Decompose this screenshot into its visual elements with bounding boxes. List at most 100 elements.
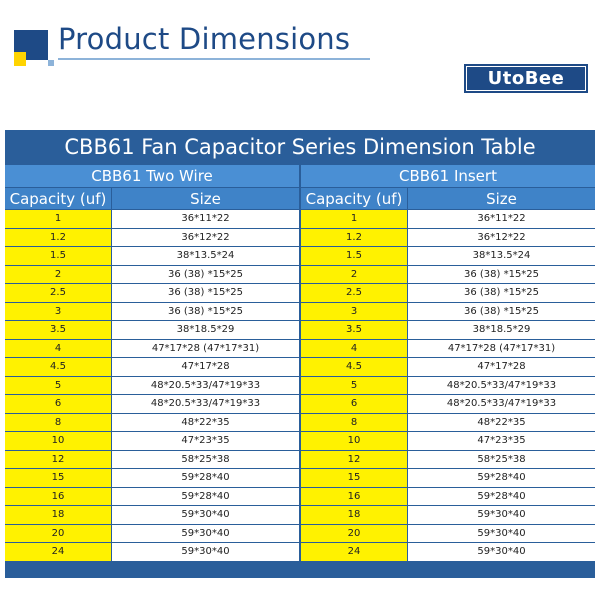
table-row: 6 48*20.5*33/47*19*33 — [301, 395, 595, 414]
table-row: 1 36*11*22 — [5, 210, 299, 229]
capacity-cell: 2 — [5, 265, 111, 283]
table-row: 2 36 (38) *15*25 — [301, 265, 595, 284]
capacity-cell: 6 — [5, 395, 111, 413]
column-headers: Capacity (uf) Size — [301, 188, 595, 210]
size-cell: 59*30*40 — [112, 524, 299, 542]
size-cell: 38*18.5*29 — [112, 321, 299, 339]
table-row: 2.5 36 (38) *15*25 — [5, 284, 299, 303]
square-logo-icon — [14, 30, 54, 66]
table-row: 20 59*30*40 — [5, 524, 299, 543]
table-row: 5 48*20.5*33/47*19*33 — [5, 376, 299, 395]
table-row: 1 36*11*22 — [301, 210, 595, 229]
size-cell: 36 (38) *15*25 — [408, 284, 595, 302]
column-header-size: Size — [112, 188, 299, 209]
capacity-cell: 20 — [5, 524, 111, 542]
size-cell: 38*13.5*24 — [408, 247, 595, 265]
brand-logo: UtoBee — [464, 64, 588, 93]
capacity-cell: 4 — [5, 339, 111, 357]
size-cell: 48*22*35 — [408, 413, 595, 431]
capacity-cell: 4 — [301, 339, 407, 357]
group-header: CBB61 Two Wire — [5, 165, 299, 188]
size-cell: 36 (38) *15*25 — [112, 284, 299, 302]
table-row: 1.5 38*13.5*24 — [5, 247, 299, 266]
table-row: 4 47*17*28 (47*17*31) — [5, 339, 299, 358]
size-cell: 38*13.5*24 — [112, 247, 299, 265]
table-row: 12 58*25*38 — [301, 450, 595, 469]
capacity-cell: 24 — [301, 543, 407, 561]
table-row: 3.5 38*18.5*29 — [301, 321, 595, 340]
title-divider — [58, 58, 370, 60]
size-cell: 36 (38) *15*25 — [408, 265, 595, 283]
capacity-cell: 5 — [5, 376, 111, 394]
size-cell: 36 (38) *15*25 — [112, 302, 299, 320]
group-two-wire: CBB61 Two Wire Capacity (uf) Size 1 36*11… — [5, 165, 299, 578]
size-cell: 36 (38) *15*25 — [112, 265, 299, 283]
table-row: 4 47*17*28 (47*17*31) — [301, 339, 595, 358]
group-insert: CBB61 Insert Capacity (uf) Size 1 36*11*2… — [301, 165, 595, 578]
capacity-cell: 24 — [5, 543, 111, 561]
table-row: 15 59*28*40 — [301, 469, 595, 488]
size-cell: 59*28*40 — [408, 487, 595, 505]
size-cell: 36*12*22 — [112, 228, 299, 246]
table-row: 1.2 36*12*22 — [5, 228, 299, 247]
capacity-cell: 16 — [5, 487, 111, 505]
size-cell: 47*17*28 (47*17*31) — [112, 339, 299, 357]
table-row: 16 59*28*40 — [301, 487, 595, 506]
table-row: 3.5 38*18.5*29 — [5, 321, 299, 340]
table-row: 2.5 36 (38) *15*25 — [301, 284, 595, 303]
size-cell: 47*17*28 — [408, 358, 595, 376]
table-row: 10 47*23*35 — [5, 432, 299, 451]
table-row: 15 59*28*40 — [5, 469, 299, 488]
capacity-cell: 1.2 — [301, 228, 407, 246]
capacity-cell: 20 — [301, 524, 407, 542]
size-cell: 48*20.5*33/47*19*33 — [112, 395, 299, 413]
capacity-cell: 10 — [301, 432, 407, 450]
size-cell: 59*30*40 — [408, 506, 595, 524]
size-cell: 59*30*40 — [408, 524, 595, 542]
table-body: 1 36*11*22 1.2 36*12*22 1.5 38*13.5*24 2 36 (38… — [301, 210, 595, 562]
table-row: 1.5 38*13.5*24 — [301, 247, 595, 266]
size-cell: 58*25*38 — [408, 450, 595, 468]
size-cell: 36*12*22 — [408, 228, 595, 246]
capacity-cell: 12 — [301, 450, 407, 468]
size-cell: 36*11*22 — [408, 210, 595, 228]
size-cell: 47*17*28 — [112, 358, 299, 376]
size-cell: 48*20.5*33/47*19*33 — [408, 395, 595, 413]
size-cell: 36*11*22 — [112, 210, 299, 228]
capacity-cell: 1 — [301, 210, 407, 228]
size-cell: 59*28*40 — [408, 469, 595, 487]
table-row: 5 48*20.5*33/47*19*33 — [301, 376, 595, 395]
capacity-cell: 16 — [301, 487, 407, 505]
column-header-size: Size — [408, 188, 595, 209]
capacity-cell: 4.5 — [301, 358, 407, 376]
table-row: 24 59*30*40 — [5, 543, 299, 562]
table-row: 4.5 47*17*28 — [301, 358, 595, 377]
capacity-cell: 18 — [5, 506, 111, 524]
size-cell: 36 (38) *15*25 — [408, 302, 595, 320]
capacity-cell: 1.2 — [5, 228, 111, 246]
size-cell: 59*30*40 — [112, 543, 299, 561]
capacity-cell: 18 — [301, 506, 407, 524]
capacity-cell: 6 — [301, 395, 407, 413]
capacity-cell: 4.5 — [5, 358, 111, 376]
capacity-cell: 1.5 — [5, 247, 111, 265]
table-row: 10 47*23*35 — [301, 432, 595, 451]
size-cell: 48*20.5*33/47*19*33 — [112, 376, 299, 394]
size-cell: 47*17*28 (47*17*31) — [408, 339, 595, 357]
size-cell: 59*28*40 — [112, 487, 299, 505]
capacity-cell: 3 — [301, 302, 407, 320]
capacity-cell: 1 — [5, 210, 111, 228]
capacity-cell: 12 — [5, 450, 111, 468]
table-row: 8 48*22*35 — [301, 413, 595, 432]
size-cell: 38*18.5*29 — [408, 321, 595, 339]
capacity-cell: 3.5 — [301, 321, 407, 339]
table-row: 18 59*30*40 — [5, 506, 299, 525]
table-row: 8 48*22*35 — [5, 413, 299, 432]
capacity-cell: 8 — [5, 413, 111, 431]
table-row: 6 48*20.5*33/47*19*33 — [5, 395, 299, 414]
capacity-cell: 2.5 — [301, 284, 407, 302]
table-row: 24 59*30*40 — [301, 543, 595, 562]
size-cell: 59*28*40 — [112, 469, 299, 487]
size-cell: 47*23*35 — [112, 432, 299, 450]
table-row: 16 59*28*40 — [5, 487, 299, 506]
